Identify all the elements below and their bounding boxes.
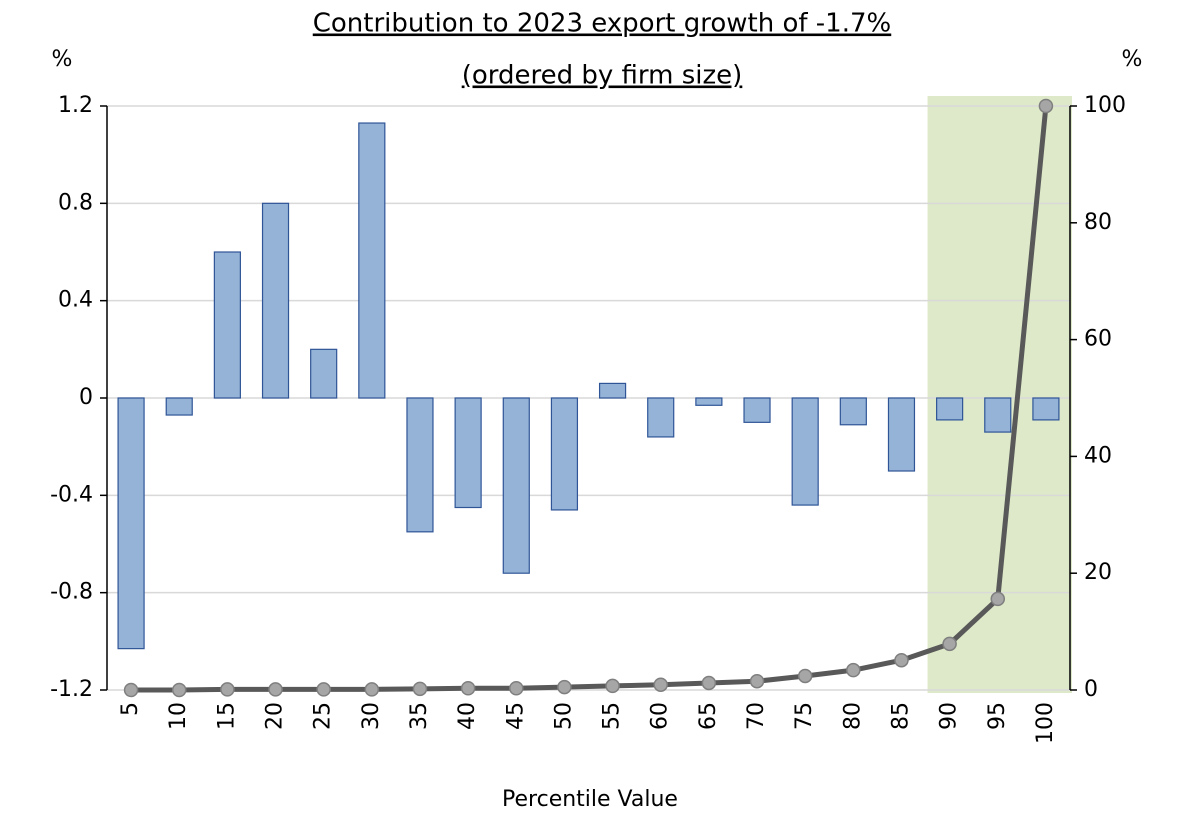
bar (550, 397, 579, 511)
line-marker (268, 682, 283, 697)
y-tick-label: 0.4 (58, 288, 93, 313)
y2-tick-label: 60 (1084, 327, 1112, 352)
y2-tick-label: 0 (1084, 677, 1098, 702)
x-tick-label: 15 (214, 702, 239, 730)
bar (358, 122, 386, 399)
bar (213, 251, 241, 399)
bar (936, 397, 964, 421)
line-marker (364, 682, 380, 697)
bar (647, 397, 675, 438)
chart-title: Contribution to 2023 export growth of -1… (313, 9, 891, 39)
y2-tick-label: 80 (1084, 210, 1112, 235)
bar (887, 397, 916, 472)
line-marker (460, 680, 476, 696)
line (131, 105, 1049, 693)
line-marker (605, 678, 620, 694)
line-marker (557, 679, 572, 695)
y-tick-label: 1.2 (58, 93, 93, 118)
x-tick-label: 25 (311, 702, 336, 730)
bar (165, 397, 193, 416)
x-tick-label: 60 (648, 702, 673, 730)
y-axis-label: % (52, 47, 73, 72)
x-tick-label: 90 (937, 702, 962, 730)
x-tick-label: 10 (166, 702, 191, 730)
x-tick-label: 75 (792, 702, 817, 730)
line-marker (797, 668, 813, 684)
line-marker (990, 591, 1006, 607)
x-tick-label: 55 (600, 702, 625, 730)
bar (502, 397, 530, 574)
bar (839, 397, 867, 426)
bar (406, 397, 434, 533)
bar (743, 397, 771, 423)
line-marker (942, 636, 957, 652)
bar (117, 397, 145, 650)
line-marker (701, 675, 717, 691)
bar (310, 348, 338, 399)
x-tick-label: 65 (696, 702, 721, 730)
bar (791, 397, 819, 506)
y-tick-label: -0.8 (50, 580, 93, 605)
x-tick-label: 100 (1033, 702, 1058, 744)
x-tick-label: 80 (840, 702, 865, 730)
line-marker (509, 680, 524, 696)
bar (695, 397, 723, 406)
line-marker (123, 682, 139, 698)
bar (1032, 397, 1060, 421)
line-marker (749, 673, 765, 689)
x-tick-label: 45 (503, 702, 528, 730)
y-tick-label: 0 (79, 385, 93, 410)
chart-subtitle: (ordered by firm size) (462, 61, 743, 91)
line-marker (316, 682, 331, 697)
x-tick-label: 5 (118, 702, 143, 716)
x-tick-label: 95 (985, 702, 1010, 730)
x-tick-label: 50 (551, 702, 576, 730)
y-tick-label: -0.4 (50, 482, 93, 507)
y2-tick-label: 40 (1084, 443, 1112, 468)
x-tick-label: 30 (359, 702, 384, 730)
bar (984, 397, 1012, 433)
y-tick-label: -1.2 (50, 677, 93, 702)
x-tick-label: 35 (407, 702, 432, 730)
bar (598, 382, 627, 399)
y2-tick-label: 20 (1084, 560, 1112, 585)
line-marker (412, 681, 428, 697)
line-marker (1038, 98, 1054, 114)
x-tick-label: 85 (888, 702, 913, 730)
x-tick-label: 70 (744, 702, 769, 730)
bar (261, 202, 290, 399)
x-tick-label: 40 (455, 702, 480, 730)
y2-axis-label: % (1122, 47, 1143, 72)
x-tick-label: 20 (263, 702, 288, 730)
line-marker (846, 662, 861, 678)
line-marker (220, 682, 235, 697)
line-marker (653, 677, 668, 692)
line-marker (171, 682, 187, 698)
x-axis-label: Percentile Value (502, 787, 678, 812)
y2-tick-label: 100 (1084, 93, 1126, 118)
y-tick-label: 0.8 (58, 190, 93, 215)
line-marker (894, 652, 909, 668)
bar (454, 397, 482, 509)
